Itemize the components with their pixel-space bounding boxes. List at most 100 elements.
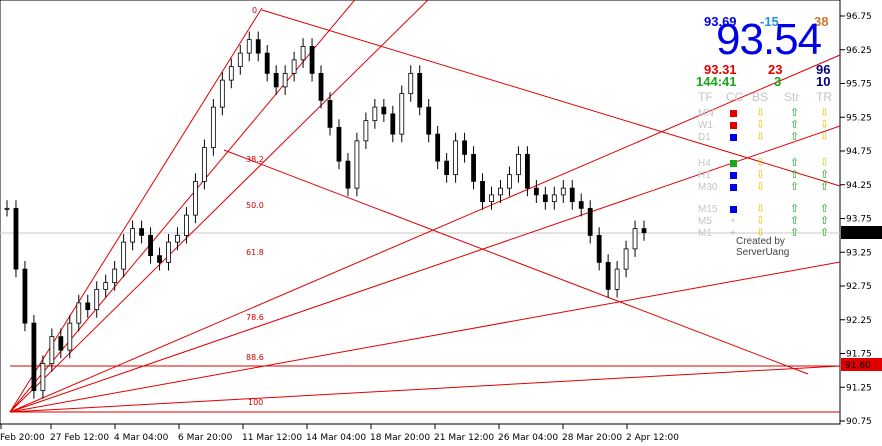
candle-body xyxy=(533,187,539,196)
fibonacci-fan xyxy=(9,0,841,413)
candle-body xyxy=(381,106,387,115)
candle-body xyxy=(157,255,162,263)
fib-label: 88.6 xyxy=(246,353,264,362)
header-tr: TR xyxy=(816,90,832,104)
candle-body xyxy=(121,241,127,270)
arrow-up-icon: ⇧ xyxy=(790,203,800,215)
candle-body xyxy=(435,133,441,162)
candle-body xyxy=(596,234,602,263)
panel-row2-mid: 23 xyxy=(768,62,783,77)
arrow-down-icon: ⇩ xyxy=(756,107,766,119)
x-tick-label: 18 Mar 20:00 xyxy=(370,433,430,443)
y-tick-label: 96.75 xyxy=(846,12,872,22)
arrow-down-icon: ⇩ xyxy=(820,157,830,169)
arrow-down-icon: ⇩ xyxy=(756,131,766,143)
x-tick-label: 6 Mar 20:00 xyxy=(178,433,233,443)
candle-body xyxy=(13,207,19,270)
candle-body xyxy=(31,322,37,392)
candle-body xyxy=(67,322,73,351)
arrow-up-icon: ⇧ xyxy=(820,215,830,227)
arrow-up-icon: ⇧ xyxy=(790,227,800,239)
panel-top-mid: -15 xyxy=(760,14,779,29)
trend-line-upper xyxy=(261,9,841,187)
candle-body xyxy=(273,72,279,88)
candle-body xyxy=(462,140,467,155)
fib-label: 50.0 xyxy=(246,201,264,210)
tf-label-mn: MN xyxy=(698,108,714,119)
tf-label-h4: H4 xyxy=(698,158,711,169)
panel-row2-left: 93.31 xyxy=(704,62,737,77)
candle-body xyxy=(103,282,109,290)
candle-body xyxy=(76,302,82,324)
candle-body xyxy=(605,261,611,290)
arrow-up-icon: ⇧ xyxy=(790,107,800,119)
candle-body xyxy=(587,207,593,236)
y-tick-label: 93.25 xyxy=(846,248,872,258)
fan-ray xyxy=(9,0,356,413)
arrow-up-icon: ⇧ xyxy=(820,203,830,215)
y-tick-label: 95.25 xyxy=(846,113,872,123)
y-tick-label: 95.75 xyxy=(846,80,872,90)
panel-top-right: 38 xyxy=(814,14,829,29)
fib-label: 78.6 xyxy=(246,313,264,322)
candlestick-series xyxy=(4,31,647,399)
y-tick-label: 92.75 xyxy=(846,282,872,292)
arrow-up-icon: ⇧ xyxy=(790,169,800,181)
x-tick-label: 21 Mar 12:00 xyxy=(434,433,494,443)
cc-signal-square xyxy=(730,206,737,213)
arrow-up-icon: ⇧ xyxy=(790,119,800,131)
candle-body xyxy=(390,113,396,135)
arrow-down-icon: ⇩ xyxy=(756,119,766,131)
candle-body xyxy=(480,180,485,203)
arrow-up-icon: ⇧ xyxy=(790,181,800,193)
candle-body xyxy=(426,106,432,135)
candle-body xyxy=(175,234,180,243)
cc-signal-square xyxy=(730,122,737,129)
fan-ray xyxy=(9,261,841,413)
candle-body xyxy=(201,147,207,182)
x-tick-label: 26 Mar 04:00 xyxy=(498,433,558,443)
cc-signal-square: + xyxy=(730,216,736,227)
time-axis: Feb 20:00 27 Feb 12:00 4 Mar 04:00 6 Mar 20… xyxy=(0,424,679,443)
candle-body xyxy=(148,234,153,257)
y-tick-label: 94.25 xyxy=(846,181,872,191)
candle-body xyxy=(632,228,638,250)
cc-signal-square xyxy=(730,184,737,191)
y-tick-label: 91.25 xyxy=(846,383,872,393)
y-tick-label: 93.75 xyxy=(846,215,872,225)
candle-body xyxy=(291,59,297,74)
panel-top-left: 93.69 xyxy=(704,14,737,29)
candle-body xyxy=(516,153,521,176)
candle-body xyxy=(112,268,118,284)
arrow-down-icon: ⇩ xyxy=(820,119,830,131)
cc-signal-square xyxy=(730,110,737,117)
candle-body xyxy=(22,268,28,324)
fib-label: 61.8 xyxy=(246,248,264,257)
x-tick-label: 28 Mar 20:00 xyxy=(562,433,622,443)
fib-label: 38.2 xyxy=(246,155,264,164)
candle-body xyxy=(408,72,414,95)
price-axis: 96.75 96.25 95.75 95.25 94.75 94.25 93.75 93.25… xyxy=(840,12,882,427)
current-price-tag xyxy=(841,226,882,239)
candle-body xyxy=(471,153,476,182)
credit-label: Created by ServerUang xyxy=(736,236,790,258)
x-tick-label: 2 Apr 12:00 xyxy=(626,433,679,443)
arrow-down-icon: ⇩ xyxy=(820,131,830,143)
candle-body xyxy=(524,153,530,189)
candle-body xyxy=(336,126,342,162)
cc-signal-square xyxy=(730,134,737,141)
level-price-tag xyxy=(841,358,882,371)
candle-body xyxy=(246,39,252,54)
big-price-display: 93.54 xyxy=(716,15,822,64)
panel-row3-left: 144:41 xyxy=(696,74,737,89)
candle-body xyxy=(264,52,270,74)
x-tick-label: Feb 20:00 xyxy=(0,433,45,443)
x-tick-label: 27 Feb 12:00 xyxy=(50,433,109,443)
fan-ray xyxy=(9,125,841,413)
candle-body xyxy=(444,160,450,176)
panel-row3-right: 10 xyxy=(816,74,831,89)
candle-body xyxy=(498,187,503,196)
arrow-up-icon: ⇧ xyxy=(790,157,800,169)
candle-body xyxy=(85,302,91,311)
candle-body xyxy=(363,120,369,142)
